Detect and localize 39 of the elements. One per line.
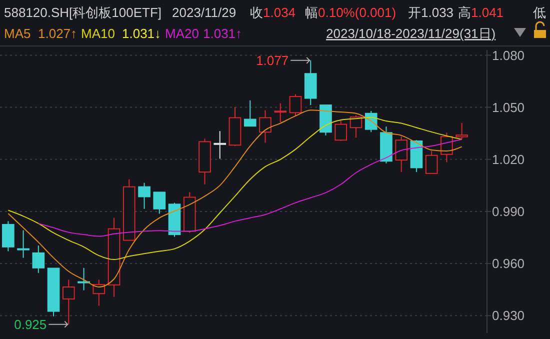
candlestick [456,122,468,140]
y-tick-label: 0.960 [492,256,525,272]
candlestick [92,279,106,306]
candlestick [334,120,348,142]
annotation: 1.077 [256,52,289,68]
annotation: 0.925 [14,316,47,332]
text: 幅0.10%(0.001) [305,5,396,20]
candlestick [32,244,45,274]
y-tick-label: 0.930 [492,308,525,324]
candlestick [425,150,438,174]
y-tick-label: 1.020 [492,152,525,167]
y-tick-label: 0.990 [492,204,525,220]
text: 2023/10/18-2023/11/29(31日) [326,26,496,41]
candlestick [78,267,90,291]
candlestick [153,192,166,214]
y-tick-label: 1.080 [492,48,525,63]
text: 1.027↑ [38,26,78,41]
chart-title: 588120.SH[科创板100ETF] [4,5,162,20]
candlestick [289,94,302,116]
text: 1.031↑ [203,26,242,41]
text: 开1.033 [408,5,454,20]
y-tick-label: 1.050 [492,100,525,115]
candlestick [274,102,287,123]
text: 1.031↓ [122,26,162,41]
text: MA10 [81,26,115,41]
text: 低 [533,5,546,20]
candlestick [62,279,75,325]
text: 收1.034 [250,5,296,20]
candlestick [395,136,408,173]
text: MA20 [165,26,199,41]
text: 高1.041 [458,5,504,20]
text: 2023/11/29 [172,5,236,20]
candlestick [214,130,226,160]
candlestick [138,182,150,210]
candlestick [2,220,14,252]
candlestick [259,110,272,144]
candlestick [244,100,256,127]
text: MA5 [4,26,31,41]
candlestick [17,230,30,258]
